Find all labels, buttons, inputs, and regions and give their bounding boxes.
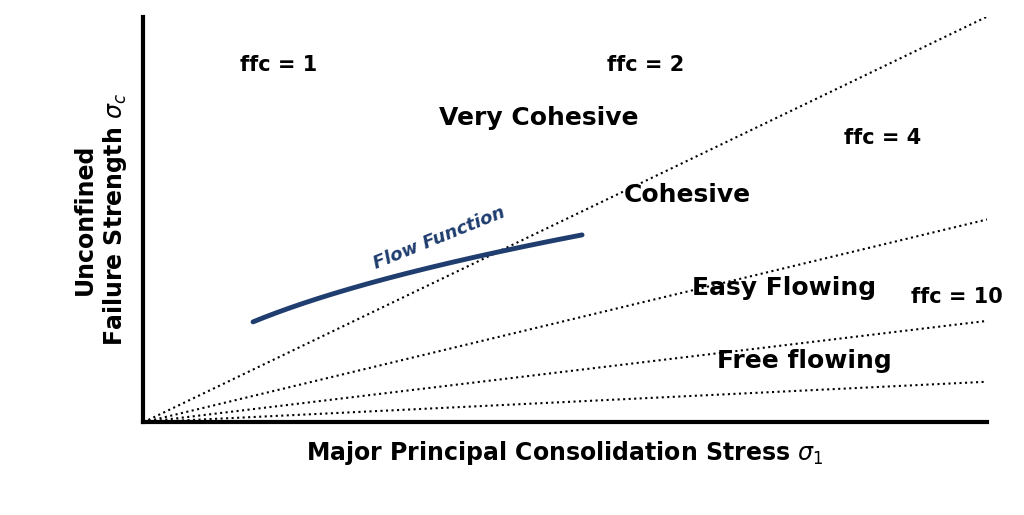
Text: ffc = 4: ffc = 4 xyxy=(844,128,921,148)
Text: ffc = 1: ffc = 1 xyxy=(241,55,317,75)
Text: ffc = 2: ffc = 2 xyxy=(607,55,685,75)
Text: Very Cohesive: Very Cohesive xyxy=(438,106,638,130)
Text: Cohesive: Cohesive xyxy=(625,183,752,207)
Text: Free flowing: Free flowing xyxy=(717,350,892,373)
Text: ffc = 10: ffc = 10 xyxy=(911,286,1002,306)
Text: Flow Function: Flow Function xyxy=(371,203,508,272)
Y-axis label: Unconfined
Failure Strength $\sigma_c$: Unconfined Failure Strength $\sigma_c$ xyxy=(74,93,129,346)
X-axis label: Major Principal Consolidation Stress $\sigma_1$: Major Principal Consolidation Stress $\s… xyxy=(306,439,824,467)
Text: Easy Flowing: Easy Flowing xyxy=(692,277,876,300)
